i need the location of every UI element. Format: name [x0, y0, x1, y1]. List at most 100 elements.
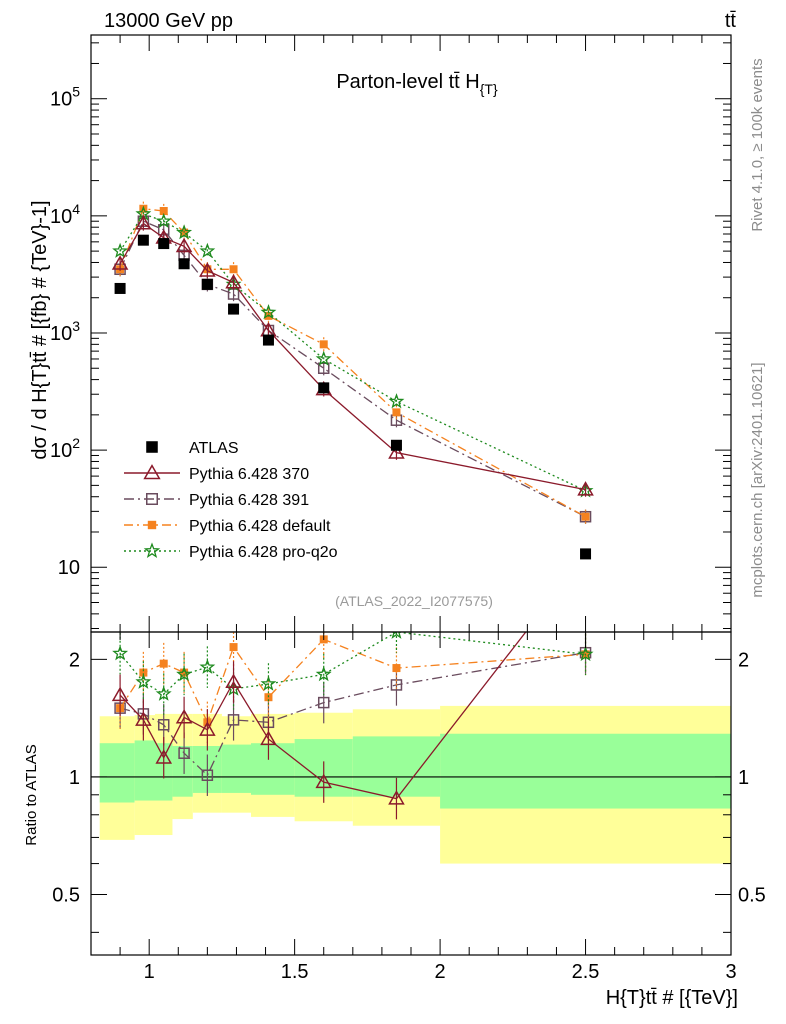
point-pq2o [176, 224, 193, 240]
x-axis-label: H{T}tt̄ # [{TeV}] [606, 987, 738, 1009]
mcplots-label: mcplots.cern.ch [arXiv:2401.10621] [749, 362, 766, 597]
main-y-tick-label: 103 [50, 318, 80, 345]
ratio-point-p391 [317, 696, 330, 709]
ratio-bands [99, 705, 731, 864]
ratio-frame [90, 631, 732, 956]
point-atlas [262, 334, 274, 346]
point-pq2o [112, 242, 129, 258]
ratio-y-tick-label-right: 2 [738, 649, 749, 671]
legend-label-p370: Pythia 6.428 370 [189, 466, 309, 483]
main-y-tick-label: 104 [50, 201, 80, 228]
ratio-point-pq2o [176, 666, 193, 682]
ratio-y-tick-label-left: 2 [69, 649, 80, 671]
ratio-point-pdefault [229, 643, 238, 652]
legend-entry-p370: Pythia 6.428 370 [124, 464, 309, 483]
ratio-band-inner [99, 743, 135, 803]
ratio-line-p391 [119, 652, 586, 777]
point-atlas [178, 258, 190, 270]
legend-label-pdefault: Pythia 6.428 default [189, 518, 331, 535]
point-p370 [135, 215, 152, 230]
ratio-point-p370 [175, 708, 193, 724]
legend-label-pq2o: Pythia 6.428 pro-q2o [189, 544, 338, 561]
process-label: tt̄ [725, 10, 737, 32]
series-p370 [111, 215, 594, 497]
ratio-point-p370 [388, 790, 405, 805]
point-atlas [114, 282, 126, 294]
point-pdefault [392, 408, 401, 417]
ratio-y-tick-labels: 0.5 0.5 1 1 2 2 [52, 649, 766, 906]
series-atlas [114, 234, 592, 560]
legend-entry-atlas: ATLAS [146, 440, 239, 457]
ratio-point-pdefault [159, 659, 168, 668]
point-atlas [318, 382, 330, 394]
legend-marker-pq2o [143, 542, 161, 559]
point-pdefault [229, 265, 238, 274]
point-pdefault [581, 512, 590, 521]
x-tick-label: 2 [435, 961, 446, 983]
x-tick-label: 1.5 [281, 961, 309, 983]
x-tick-label: 3 [725, 961, 736, 983]
ratio-point-p370 [111, 686, 129, 702]
ratio-point-p391 [157, 719, 170, 731]
point-atlas [137, 234, 149, 246]
rivet-label: Rivet 4.1.0, ≥ 100k events [749, 58, 766, 231]
main-y-tick-label: 102 [50, 435, 80, 462]
legend-marker-pdefault [147, 520, 157, 530]
ratio-line-pq2o [119, 632, 586, 695]
ratio-y-tick-label-left: 0.5 [52, 885, 80, 907]
ratio-series-p370 [111, 632, 527, 820]
point-p370 [175, 237, 193, 253]
ratio-y-tick-label-left: 1 [69, 767, 80, 789]
point-pdefault [319, 340, 328, 349]
ratio-band-inner [440, 733, 731, 809]
point-pdefault [159, 207, 168, 216]
ratio-y-tick-label-right: 0.5 [738, 885, 766, 907]
ratio-point-pdefault [180, 668, 189, 677]
ratio-point-pq2o [199, 658, 216, 674]
point-atlas [228, 303, 240, 315]
point-p370 [388, 444, 405, 459]
legend-entry-p391: Pythia 6.428 391 [124, 492, 309, 509]
ratio-point-p370 [225, 673, 242, 689]
point-p370 [225, 273, 242, 289]
ratio-y-tick-label-right: 1 [738, 767, 749, 789]
point-pq2o [315, 350, 332, 366]
ratio-point-pq2o [260, 675, 277, 691]
point-atlas [580, 548, 592, 560]
main-ticks [90, 35, 732, 632]
ratio-band-inner [221, 744, 251, 793]
ratio-series [111, 632, 594, 820]
main-series [111, 201, 594, 560]
legend-marker-atlas [146, 441, 158, 453]
ratio-panel: 0.5 0.5 1 1 2 2 1 1.5 2 2.5 3 [52, 631, 766, 983]
ratio-y-axis-label: Ratio to ATLAS [23, 744, 40, 845]
main-panel: 10 102 103 104 105 [50, 34, 732, 633]
ratio-line-p370 [119, 632, 527, 800]
point-p370 [199, 262, 216, 277]
point-p391 [227, 288, 240, 300]
point-p391 [390, 414, 403, 426]
point-p370 [111, 255, 129, 270]
point-atlas [390, 439, 402, 451]
ratio-point-pq2o [577, 645, 594, 662]
ratio-point-pq2o [155, 685, 172, 701]
ratio-point-p370 [155, 749, 173, 764]
ratio-point-p391 [227, 714, 240, 726]
point-p370 [577, 481, 594, 496]
energy-label: 13000 GeV pp [104, 10, 233, 32]
x-tick-label: 1 [144, 961, 155, 983]
series-line-p370 [119, 222, 586, 491]
main-frame [90, 34, 732, 633]
x-tick-label: 2.5 [572, 961, 600, 983]
series-line-pq2o [119, 213, 586, 492]
ratio-band-inner [251, 743, 295, 795]
ratio-point-p370 [199, 721, 216, 736]
ratio-point-pq2o [391, 632, 402, 639]
point-atlas [201, 278, 213, 290]
point-p391 [317, 362, 330, 374]
x-tick-labels: 1 1.5 2 2.5 3 [144, 961, 737, 983]
series-line-p391 [119, 220, 586, 518]
ratio-point-pdefault [392, 664, 401, 673]
ratio-point-p370 [135, 711, 152, 726]
